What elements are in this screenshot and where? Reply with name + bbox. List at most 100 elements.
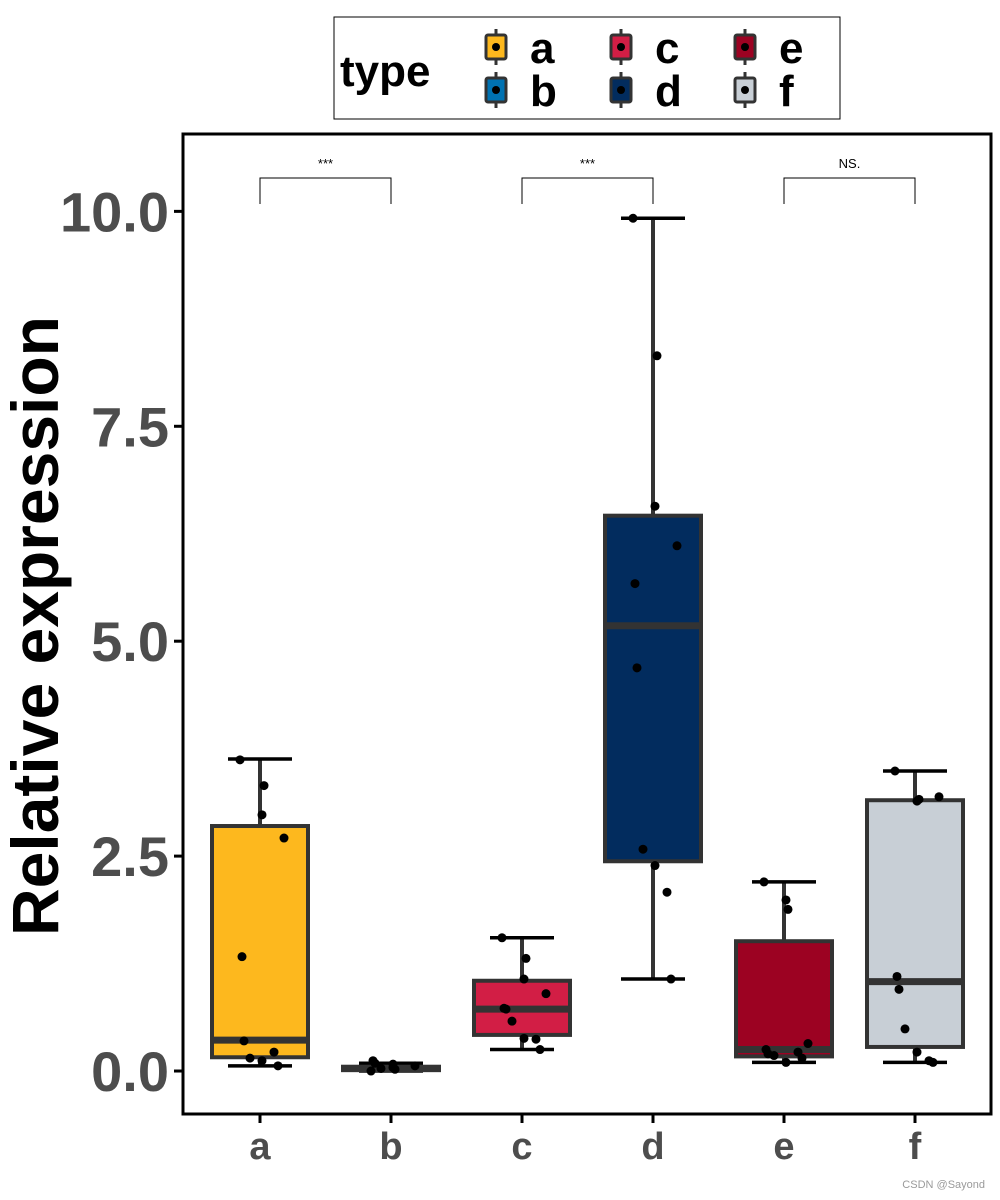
data-point [366,1066,376,1076]
data-point [521,953,531,963]
data-point [388,1059,398,1069]
x-tick-label: a [249,1126,271,1168]
data-point [269,1047,279,1057]
legend-key-point [492,86,500,94]
data-point [630,579,640,589]
y-axis-title: Relative expression [0,316,72,936]
data-points [235,213,944,1076]
box-a [210,757,310,1068]
data-point [628,213,638,223]
bracket [783,177,916,204]
data-point [638,844,648,854]
data-point [934,792,944,802]
data-point [928,1057,938,1067]
y-tick-label: 10.0 [60,180,169,243]
data-point [257,1056,267,1066]
y-tick-label: 5.0 [91,610,169,673]
box-body [865,798,965,1049]
x-tick-label: b [379,1126,402,1168]
data-point [535,1045,545,1055]
box-e [734,880,834,1065]
legend-label: f [779,67,794,116]
data-point [781,1057,791,1067]
legend-key-point [617,43,625,51]
legend-item-e: e [733,24,803,73]
data-point [894,984,904,994]
box-body [210,824,310,1060]
data-point [501,1004,511,1014]
data-point [497,933,507,943]
legend-item-a: a [484,24,555,73]
data-point [672,541,682,551]
data-point [769,1051,779,1061]
box-body [734,939,834,1059]
data-point [259,781,269,791]
data-point [519,974,529,984]
legend-label: a [530,24,555,73]
legend: type ab cd ef [333,16,841,120]
bracket [521,177,654,204]
box-f [865,769,965,1065]
data-point [376,1063,386,1073]
legend-key-point [741,43,749,51]
data-point [370,1058,380,1068]
significance-label: *** [318,156,333,171]
data-point [279,833,289,843]
data-point [900,1024,910,1034]
y-tick-label: 7.5 [91,395,169,458]
legend-key-point [741,86,749,94]
data-point [912,1047,922,1057]
x-tick-label: e [773,1126,794,1168]
boxes [210,216,965,1073]
y-tick-label: 2.5 [91,825,169,888]
data-point [781,895,791,905]
legend-label: d [655,67,682,116]
data-point [632,663,642,673]
data-point [237,952,247,962]
y-axis: 0.0 2.5 5.0 7.5 10.0 [60,180,183,1103]
data-point [650,861,660,871]
data-point [783,904,793,914]
watermark: CSDN @Sayond [902,1179,985,1191]
data-point [652,351,662,361]
bracket [259,177,392,204]
significance-brackets: *** *** NS. [259,156,916,204]
legend-key-point [492,43,500,51]
legend-item-b: b [484,67,557,116]
data-point [803,1039,813,1049]
data-point [235,755,245,765]
legend-label: e [779,24,803,73]
box-d [603,216,703,981]
legend-label: c [655,24,679,73]
data-point [912,796,922,806]
legend-item-c: c [609,24,679,73]
data-point [662,887,672,897]
data-point [531,1034,541,1044]
significance-label: *** [580,156,595,171]
data-point [892,971,902,981]
legend-entries: ab cd ef [484,24,803,116]
data-point [650,501,660,511]
x-tick-label: f [909,1126,922,1168]
box-body [603,513,703,864]
x-axis: a b c d e f [249,1114,922,1168]
legend-key-point [617,86,625,94]
data-point [507,1016,517,1026]
data-point [410,1061,420,1071]
significance-label: NS. [839,156,861,171]
data-point [519,1033,529,1043]
x-tick-label: d [641,1126,664,1168]
legend-item-f: f [733,67,794,116]
y-tick-label: 0.0 [91,1040,169,1103]
legend-title: type [340,47,430,96]
data-point [797,1053,807,1063]
data-point [239,1036,249,1046]
data-point [245,1053,255,1063]
x-tick-label: c [511,1126,532,1168]
data-point [759,877,769,887]
data-point [666,974,676,984]
data-point [890,766,900,776]
data-point [541,989,551,999]
legend-item-d: d [609,67,682,116]
